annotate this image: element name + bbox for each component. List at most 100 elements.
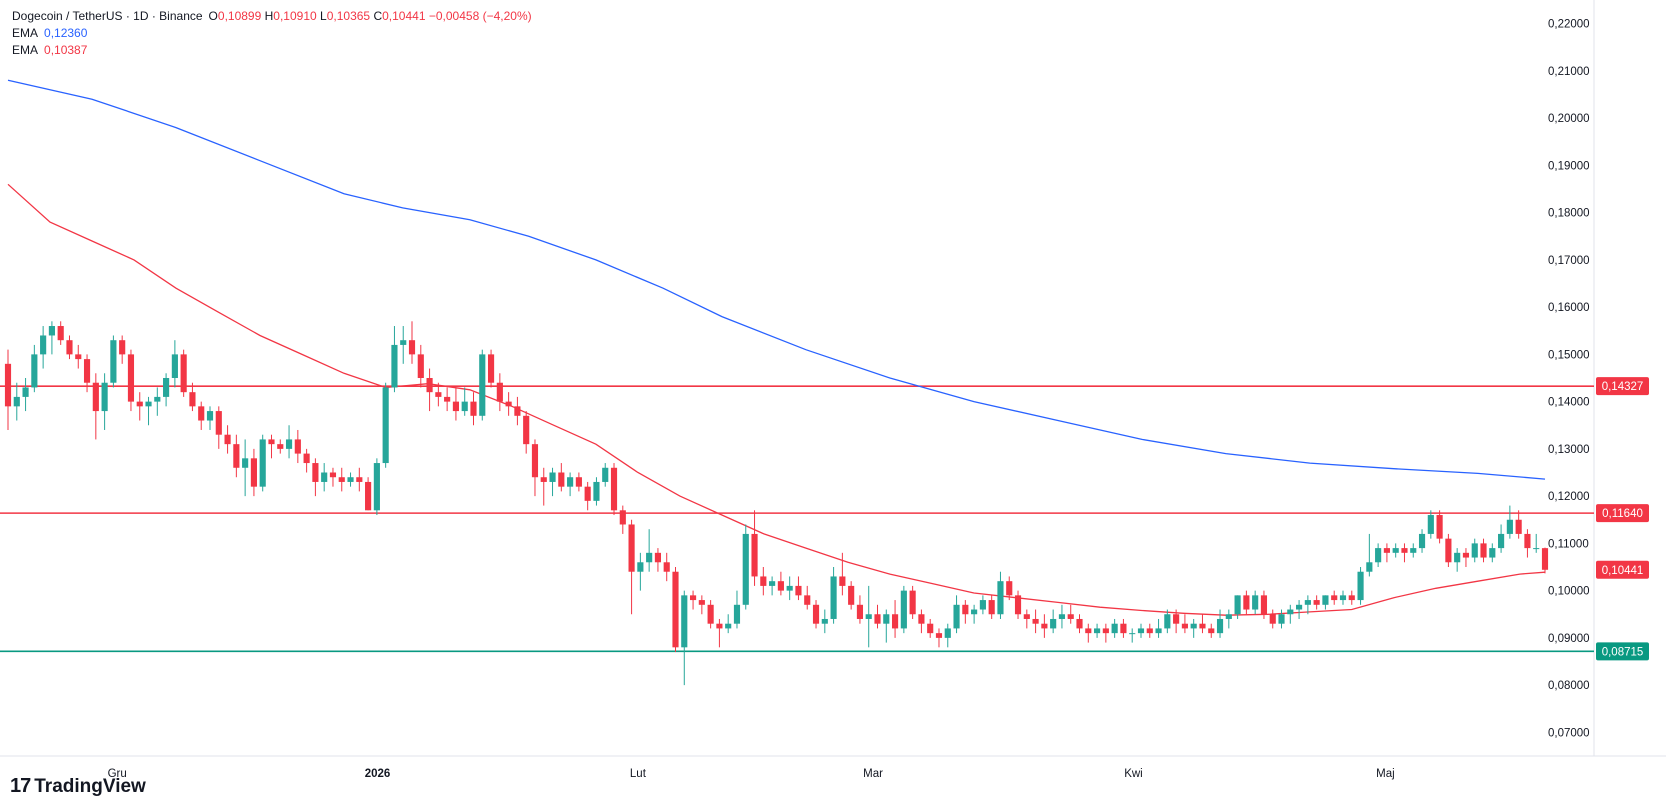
candle[interactable] xyxy=(1541,547,1549,574)
candle[interactable] xyxy=(435,382,442,407)
candle[interactable] xyxy=(83,354,91,393)
candle[interactable] xyxy=(13,382,20,421)
candle[interactable] xyxy=(646,529,653,572)
candle[interactable] xyxy=(848,581,855,610)
candle[interactable] xyxy=(444,387,451,412)
candle[interactable] xyxy=(1014,590,1022,619)
candle[interactable] xyxy=(619,505,626,534)
candle[interactable] xyxy=(1164,609,1171,634)
candle[interactable] xyxy=(698,595,705,615)
candle[interactable] xyxy=(356,467,363,492)
candle[interactable] xyxy=(294,429,301,464)
candle[interactable] xyxy=(1234,595,1241,619)
candle[interactable] xyxy=(347,472,354,487)
candle[interactable] xyxy=(461,387,468,416)
tradingview-logo[interactable]: 17 TradingView xyxy=(10,775,146,798)
candle[interactable] xyxy=(1524,529,1531,558)
candle[interactable] xyxy=(329,467,337,487)
candle[interactable] xyxy=(593,477,600,506)
candle[interactable] xyxy=(531,439,539,497)
candle[interactable] xyxy=(962,600,969,624)
candle[interactable] xyxy=(584,481,591,511)
candle[interactable] xyxy=(338,467,345,492)
candle[interactable] xyxy=(1102,623,1109,643)
candle[interactable] xyxy=(1383,543,1390,563)
candle[interactable] xyxy=(1023,609,1030,629)
candle[interactable] xyxy=(725,614,732,634)
candle[interactable] xyxy=(1506,505,1513,539)
candle[interactable] xyxy=(742,524,749,610)
price-tag[interactable]: 0,10441 xyxy=(1596,560,1649,579)
candle[interactable] xyxy=(927,618,934,638)
candle[interactable] xyxy=(733,590,741,629)
candle[interactable] xyxy=(602,463,609,487)
candle[interactable] xyxy=(751,510,758,586)
candle[interactable] xyxy=(1260,590,1268,619)
candle[interactable] xyxy=(198,401,205,430)
candle[interactable] xyxy=(163,373,170,407)
candle[interactable] xyxy=(514,396,521,426)
candle[interactable] xyxy=(417,344,424,388)
candle[interactable] xyxy=(4,349,12,430)
price-axis[interactable]: 0,22000 0,21000 0,20000 0,19000 0,18000 0,170… xyxy=(1548,19,1590,740)
candle[interactable] xyxy=(171,340,178,388)
candle[interactable] xyxy=(1418,529,1426,553)
candle[interactable] xyxy=(988,595,995,619)
candle[interactable] xyxy=(75,344,82,369)
ema-short-row[interactable]: EMA 0,10387 xyxy=(12,42,532,59)
candle[interactable] xyxy=(856,595,864,624)
candle[interactable] xyxy=(1190,618,1197,638)
candle[interactable] xyxy=(268,434,275,459)
candle[interactable] xyxy=(707,600,714,629)
candle[interactable] xyxy=(1480,538,1487,563)
candle[interactable] xyxy=(206,406,214,430)
candle[interactable] xyxy=(549,467,556,497)
candle[interactable] xyxy=(1296,600,1303,619)
candle[interactable] xyxy=(1445,533,1452,567)
ema-short-line[interactable] xyxy=(7,183,1546,616)
candle[interactable] xyxy=(1129,628,1136,643)
candle[interactable] xyxy=(654,548,662,572)
candle[interactable] xyxy=(373,458,380,516)
candle[interactable] xyxy=(883,609,890,643)
price-tag[interactable]: 0,14327 xyxy=(1596,377,1649,396)
candle[interactable] xyxy=(1331,590,1338,605)
candle[interactable] xyxy=(145,396,152,426)
candle[interactable] xyxy=(1462,548,1470,567)
candle[interactable] xyxy=(874,604,881,629)
candle[interactable] xyxy=(1392,543,1399,558)
candle[interactable] xyxy=(821,609,828,634)
candle[interactable] xyxy=(1401,543,1408,563)
candle[interactable] xyxy=(101,373,108,430)
candle[interactable] xyxy=(1006,576,1013,601)
candle[interactable] xyxy=(979,595,986,615)
candle[interactable] xyxy=(1146,623,1153,638)
candle[interactable] xyxy=(1173,609,1180,634)
candle[interactable] xyxy=(1489,543,1496,563)
candle[interactable] xyxy=(760,567,767,596)
candle[interactable] xyxy=(250,448,257,497)
candle[interactable] xyxy=(487,349,495,388)
candle[interactable] xyxy=(321,463,328,492)
candle[interactable] xyxy=(1216,609,1224,638)
candle[interactable] xyxy=(1339,590,1347,605)
candle[interactable] xyxy=(1515,510,1522,539)
candle[interactable] xyxy=(1278,609,1285,629)
candle[interactable] xyxy=(40,326,47,369)
candle[interactable] xyxy=(769,576,776,596)
candle[interactable] xyxy=(154,387,161,416)
candle[interactable] xyxy=(953,595,960,634)
candle[interactable] xyxy=(127,349,135,412)
candle[interactable] xyxy=(681,590,688,686)
candle[interactable] xyxy=(1357,567,1364,605)
candle[interactable] xyxy=(716,618,723,648)
candle[interactable] xyxy=(1252,590,1259,615)
candle[interactable] xyxy=(689,590,697,610)
candle[interactable] xyxy=(365,477,372,511)
candle[interactable] xyxy=(233,434,240,478)
candle[interactable] xyxy=(1208,623,1215,638)
candle[interactable] xyxy=(22,378,29,412)
candle[interactable] xyxy=(277,439,284,454)
candle[interactable] xyxy=(663,552,670,582)
candle[interactable] xyxy=(1076,614,1083,634)
